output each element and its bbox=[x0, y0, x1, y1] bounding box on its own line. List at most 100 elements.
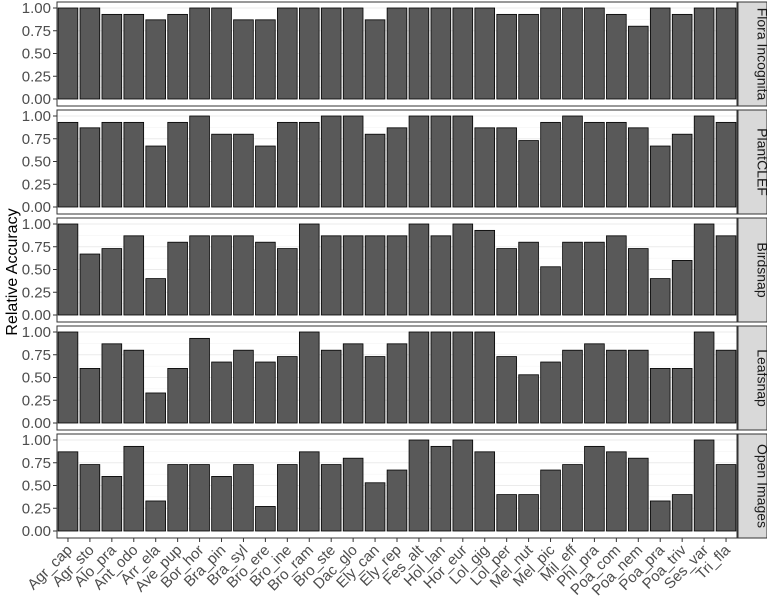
bar-Phl_pra bbox=[584, 7, 605, 100]
panel-4: 0.00 0.25 0.50 0.75 1.00 Open Images bbox=[22, 432, 767, 540]
y-tick-label: 0.50 bbox=[22, 262, 51, 279]
bar-Dac_glo bbox=[342, 343, 364, 424]
bar-Bra_syl bbox=[233, 133, 254, 208]
bar-Mel_pic bbox=[540, 469, 561, 532]
bar-Bro_ine bbox=[277, 121, 298, 208]
y-tick-label: 0.75 bbox=[22, 347, 51, 364]
bar-Fes_alt bbox=[408, 223, 430, 316]
bar-Poa_pra bbox=[649, 367, 671, 424]
y-tick-label: 1.00 bbox=[22, 432, 51, 449]
bar-Bro_ere bbox=[255, 361, 276, 424]
bar-Agr_cap bbox=[57, 121, 79, 208]
bar-Arr_ela bbox=[145, 19, 166, 100]
facet-strip bbox=[737, 325, 767, 431]
bar-Ant_odo bbox=[123, 349, 145, 424]
bar-Bra_pin bbox=[211, 133, 232, 208]
y-tick-label: 0.25 bbox=[22, 68, 51, 85]
facet-strip-label: Leafsnap bbox=[755, 349, 767, 407]
panel-border bbox=[56, 109, 738, 215]
bar-Ant_odo bbox=[123, 13, 145, 100]
panel-2: 0.00 0.25 0.50 0.75 1.00 Birdsnap bbox=[22, 216, 767, 324]
bar-Poa_com bbox=[606, 13, 627, 100]
bar-Poa_com bbox=[606, 451, 627, 532]
bar-Bro_ram bbox=[298, 121, 320, 208]
bar-Bro_ere bbox=[255, 19, 276, 100]
bar-Lol_gig bbox=[474, 229, 496, 316]
bar-Poa_triv bbox=[671, 367, 693, 424]
bar-Bra_pin bbox=[211, 235, 232, 316]
bar-Alo_pra bbox=[101, 121, 123, 208]
bar-Bro_ram bbox=[298, 451, 320, 532]
bar-Agr_cap bbox=[57, 451, 79, 532]
bar-Bra_syl bbox=[233, 349, 254, 424]
bar-Hor_eur bbox=[452, 331, 474, 424]
bar-Mil_eff bbox=[562, 7, 583, 100]
bar-Alo_pra bbox=[101, 343, 123, 424]
bar-Bra_pin bbox=[211, 475, 232, 532]
bar-Poa_triv bbox=[671, 13, 693, 100]
bar-Ely_rep bbox=[386, 127, 408, 208]
panel-1: 0.00 0.25 0.50 0.75 1.00 PlantCLEF bbox=[22, 108, 767, 216]
bar-Tri_fla bbox=[715, 7, 737, 100]
bar-Bor_hor bbox=[189, 235, 210, 316]
bar-Lol_per bbox=[496, 356, 517, 424]
bar-Hol_lan bbox=[430, 445, 452, 532]
bar-Ses_var bbox=[693, 439, 715, 532]
bar-Poa_pra bbox=[649, 278, 671, 316]
bar-Poa_triv bbox=[671, 133, 693, 208]
bar-Lol_per bbox=[496, 494, 517, 532]
bar-Hol_lan bbox=[430, 115, 452, 208]
bar-Ely_can bbox=[364, 482, 386, 532]
y-tick-label: 0.50 bbox=[22, 370, 51, 387]
bar-Tri_fla bbox=[715, 464, 737, 532]
facet-strip bbox=[737, 217, 767, 323]
bar-Tri_fla bbox=[715, 121, 737, 208]
bar-Ses_var bbox=[693, 115, 715, 208]
y-tick-label: 0.25 bbox=[22, 392, 51, 409]
bar-Bor_hor bbox=[189, 7, 210, 100]
bar-Phl_pra bbox=[584, 241, 605, 316]
y-tick-label: 1.00 bbox=[22, 108, 51, 125]
y-tick-label: 0.25 bbox=[22, 500, 51, 517]
y-tick-label: 0.25 bbox=[22, 284, 51, 301]
y-tick-label: 1.00 bbox=[22, 216, 51, 233]
bar-Ses_var bbox=[693, 223, 715, 316]
bar-Ely_can bbox=[364, 133, 386, 208]
bar-Hor_eur bbox=[452, 115, 474, 208]
bar-Lol_gig bbox=[474, 331, 496, 424]
bar-Mel_nut bbox=[518, 374, 539, 424]
y-tick-label: 0.75 bbox=[22, 131, 51, 148]
bar-Hor_eur bbox=[452, 223, 474, 316]
bar-Fes_alt bbox=[408, 439, 430, 532]
bar-Bro_ere bbox=[255, 145, 276, 208]
bar-Bor_hor bbox=[189, 337, 210, 424]
bar-Lol_per bbox=[496, 248, 517, 316]
bar-Ave_pup bbox=[167, 241, 188, 316]
bar-Agr_cap bbox=[57, 331, 79, 424]
facet-strip-label: PlantCLEF bbox=[755, 128, 767, 196]
bar-Agr_sto bbox=[79, 367, 101, 424]
bar-Ant_odo bbox=[123, 121, 145, 208]
bar-Dac_glo bbox=[342, 235, 364, 316]
bar-Bro_ste bbox=[320, 7, 342, 100]
bar-Agr_cap bbox=[57, 223, 79, 316]
x-tick-labels: Agr_capAgr_stoAlo_praAnt_odoArr_elaAve_p… bbox=[24, 538, 734, 599]
y-tick-label: 0.00 bbox=[22, 307, 51, 324]
bar-Phl_pra bbox=[584, 121, 605, 208]
bar-Agr_sto bbox=[79, 127, 101, 208]
bar-Phl_pra bbox=[584, 343, 605, 424]
bar-Ave_pup bbox=[167, 13, 188, 100]
bar-Lol_per bbox=[496, 127, 517, 208]
bar-Mel_pic bbox=[540, 266, 561, 316]
bar-Fes_alt bbox=[408, 115, 430, 208]
bar-Alo_pra bbox=[101, 248, 123, 316]
y-tick-label: 1.00 bbox=[22, 324, 51, 341]
bar-Ely_rep bbox=[386, 7, 408, 100]
bar-Hor_eur bbox=[452, 7, 474, 100]
bar-Arr_ela bbox=[145, 145, 166, 208]
bar-Ely_can bbox=[364, 235, 386, 316]
bar-Arr_ela bbox=[145, 392, 166, 424]
bar-Poa_nem bbox=[628, 457, 649, 532]
bar-Agr_sto bbox=[79, 464, 101, 532]
bar-Ave_pup bbox=[167, 121, 188, 208]
